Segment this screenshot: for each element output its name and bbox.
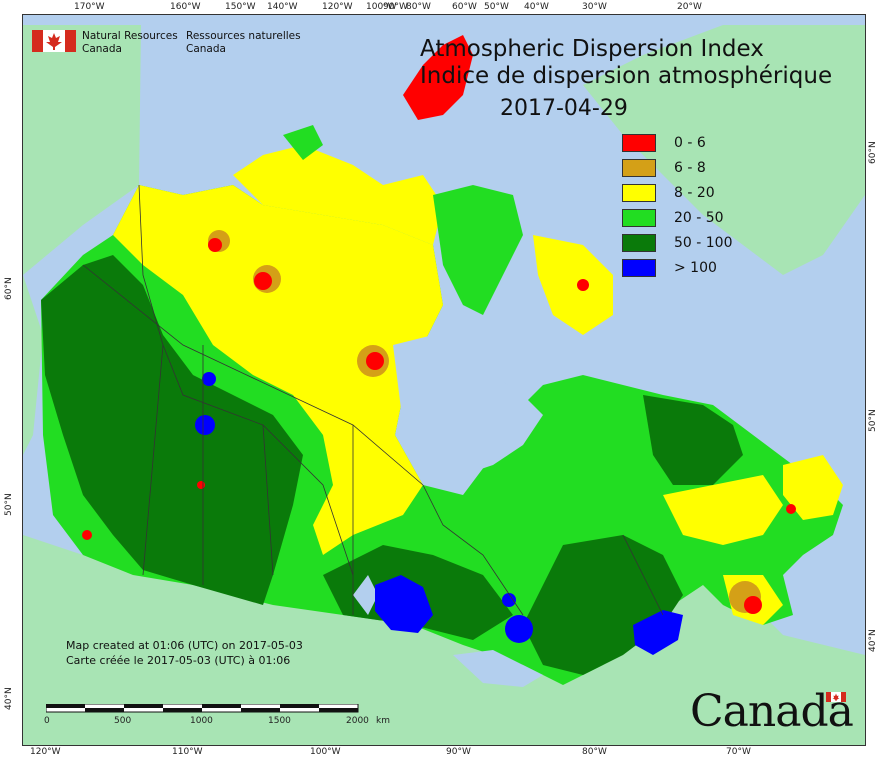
blue-quebec xyxy=(633,610,683,655)
left-tick: 40°N xyxy=(4,687,14,710)
scale-label: 500 xyxy=(114,716,132,726)
yellow-newfoundland xyxy=(783,455,843,520)
map-date: 2017-04-29 xyxy=(500,96,628,121)
legend-swatch xyxy=(622,234,656,252)
legend-swatch xyxy=(622,134,656,152)
top-tick: 90°W xyxy=(383,2,408,12)
green-islands xyxy=(433,185,523,315)
lake-winnipeg xyxy=(353,575,378,615)
top-tick: 60°W xyxy=(452,2,477,12)
yellow-arctic xyxy=(233,145,443,245)
blue-spot xyxy=(505,615,533,643)
left-tick: 60°N xyxy=(4,277,14,300)
top-tick: 20°W xyxy=(677,2,702,12)
great-lakes xyxy=(453,650,543,687)
top-tick: 120°W xyxy=(322,2,353,12)
yellow-baffin xyxy=(533,235,613,335)
top-tick: 160°W xyxy=(170,2,201,12)
legend-swatch xyxy=(622,159,656,177)
legend-label: 20 - 50 xyxy=(674,210,724,226)
canada-flag-icon xyxy=(32,30,76,52)
green-island-small xyxy=(283,125,323,160)
dark-green-labrador xyxy=(643,395,743,485)
blue-spot xyxy=(502,593,516,607)
legend-swatch xyxy=(622,184,656,202)
alaska-land xyxy=(23,25,141,275)
bottom-tick: 70°W xyxy=(726,747,751,757)
logo-text-en-line1: Natural Resources xyxy=(82,30,178,42)
blue-spot xyxy=(202,372,216,386)
legend-swatch xyxy=(622,209,656,227)
hudson-bay xyxy=(393,335,543,475)
bottom-tick: 120°W xyxy=(30,747,61,757)
bottom-tick: 100°W xyxy=(310,747,341,757)
right-tick: 50°N xyxy=(868,409,878,432)
red-spot xyxy=(208,238,222,252)
yellow-quebec xyxy=(663,475,783,545)
scale-label: 0 xyxy=(44,716,50,726)
top-tick: 80°W xyxy=(406,2,431,12)
legend-label: 0 - 6 xyxy=(674,135,706,151)
legend-label: 6 - 8 xyxy=(674,160,706,176)
red-spot xyxy=(577,279,589,291)
alaska-coast xyxy=(23,275,43,455)
logo-text-fr-line2: Canada xyxy=(186,43,226,55)
top-tick: 170°W xyxy=(74,2,105,12)
scale-bar-graphic xyxy=(46,704,359,713)
province-borders xyxy=(82,184,664,616)
logo-text-fr-line1: Ressources naturelles xyxy=(186,30,301,42)
wordmark-flag-icon xyxy=(826,692,846,702)
credit-en: Map created at 01:06 (UTC) on 2017-05-03 xyxy=(66,639,303,652)
red-spot xyxy=(82,530,92,540)
top-tick: 40°W xyxy=(524,2,549,12)
credit-fr: Carte créée le 2017-05-03 (UTC) à 01:06 xyxy=(66,654,291,667)
scale-label: 1500 xyxy=(268,716,291,726)
top-tick: 50°W xyxy=(484,2,509,12)
right-tick: 60°N xyxy=(868,141,878,164)
map-title: Atmospheric Dispersion Index Indice de d… xyxy=(420,36,832,90)
title-fr: Indice de dispersion atmosphérique xyxy=(420,63,833,89)
scale-label: 1000 xyxy=(190,716,213,726)
legend-label: > 100 xyxy=(674,260,717,276)
red-spot xyxy=(366,352,384,370)
bottom-tick: 90°W xyxy=(446,747,471,757)
logo-text-en-line2: Canada xyxy=(82,43,122,55)
yellow-north xyxy=(113,185,443,555)
legend-label: 50 - 100 xyxy=(674,235,733,251)
ellesmere-red xyxy=(403,35,473,120)
top-tick: 140°W xyxy=(267,2,298,12)
scale-unit: km xyxy=(376,716,390,726)
red-spot xyxy=(197,481,205,489)
bottom-tick: 110°W xyxy=(172,747,203,757)
title-en: Atmospheric Dispersion Index xyxy=(420,36,764,62)
logo-text-fr: Ressources naturelles Canada xyxy=(186,30,301,56)
blue-spot xyxy=(195,415,215,435)
red-spot xyxy=(744,596,762,614)
top-tick: 150°W xyxy=(225,2,256,12)
dark-green-west xyxy=(41,255,303,605)
greenland-land xyxy=(583,25,865,275)
blue-ontario xyxy=(375,575,433,633)
red-spot xyxy=(254,272,272,290)
top-tick: 100°W xyxy=(366,2,397,12)
top-tick: 30°W xyxy=(582,2,607,12)
canada-wordmark: Canada xyxy=(690,686,854,737)
dispersion-map xyxy=(22,14,866,746)
right-tick: 40°N xyxy=(868,629,878,652)
legend-label: 8 - 20 xyxy=(674,185,715,201)
red-spot xyxy=(786,504,796,514)
scale-label: 2000 xyxy=(346,716,369,726)
map-credit: Map created at 01:06 (UTC) on 2017-05-03… xyxy=(66,638,303,668)
bottom-tick: 80°W xyxy=(582,747,607,757)
logo-text-en: Natural Resources Canada xyxy=(82,30,178,56)
left-tick: 50°N xyxy=(4,493,14,516)
legend-swatch xyxy=(622,259,656,277)
usa-land xyxy=(23,535,865,745)
